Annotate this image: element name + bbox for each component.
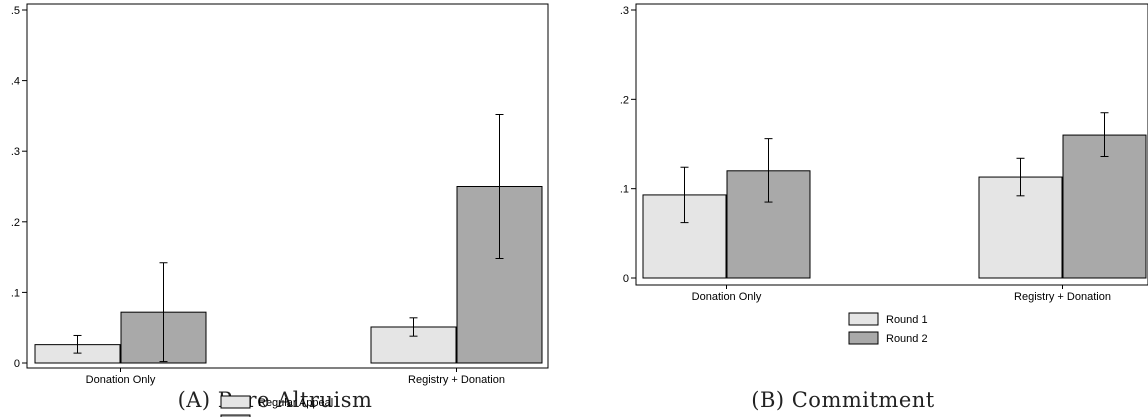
bar [1062, 134, 1147, 279]
y-tick-label: .1 [11, 287, 20, 299]
legend-label: Round 2 [886, 333, 928, 345]
plot-frame [26, 3, 549, 369]
caption-pure-altruism: (A) Pure Altruism [178, 388, 373, 412]
y-tick-label: .2 [11, 217, 20, 229]
panel-commitment: (B) Commitment 0 .1 .2 .3 Donation Only Regis… [620, 3, 1148, 412]
y-tick-label: .2 [620, 94, 629, 106]
y-tick-label: .4 [11, 76, 20, 88]
category-label: Donation Only [86, 374, 156, 386]
caption-commitment: (B) Commitment [751, 388, 935, 412]
plot-frame [635, 3, 1148, 286]
y-tick-label: .3 [620, 5, 629, 17]
legend-swatch [220, 414, 251, 417]
y-tick-label: .5 [11, 5, 20, 17]
legend-label: Round 1 [886, 314, 928, 326]
legend-label: Regular Appeal [258, 397, 333, 409]
y-tick-label: 0 [623, 273, 629, 285]
category-label: Registry + Donation [1014, 291, 1111, 303]
legend-swatch [220, 395, 251, 409]
bar [370, 326, 457, 364]
y-tick-label: .3 [11, 146, 20, 158]
category-label: Donation Only [692, 291, 762, 303]
legend-swatch [848, 331, 879, 345]
panel-pure-altruism: (A) Pure Altruism 0 .1 .2 .3 .4 .5 Donation On… [11, 3, 549, 417]
category-label: Registry + Donation [408, 374, 505, 386]
y-tick-label: 0 [14, 358, 20, 370]
y-tick-label: .1 [620, 184, 629, 196]
legend-swatch [848, 312, 879, 326]
